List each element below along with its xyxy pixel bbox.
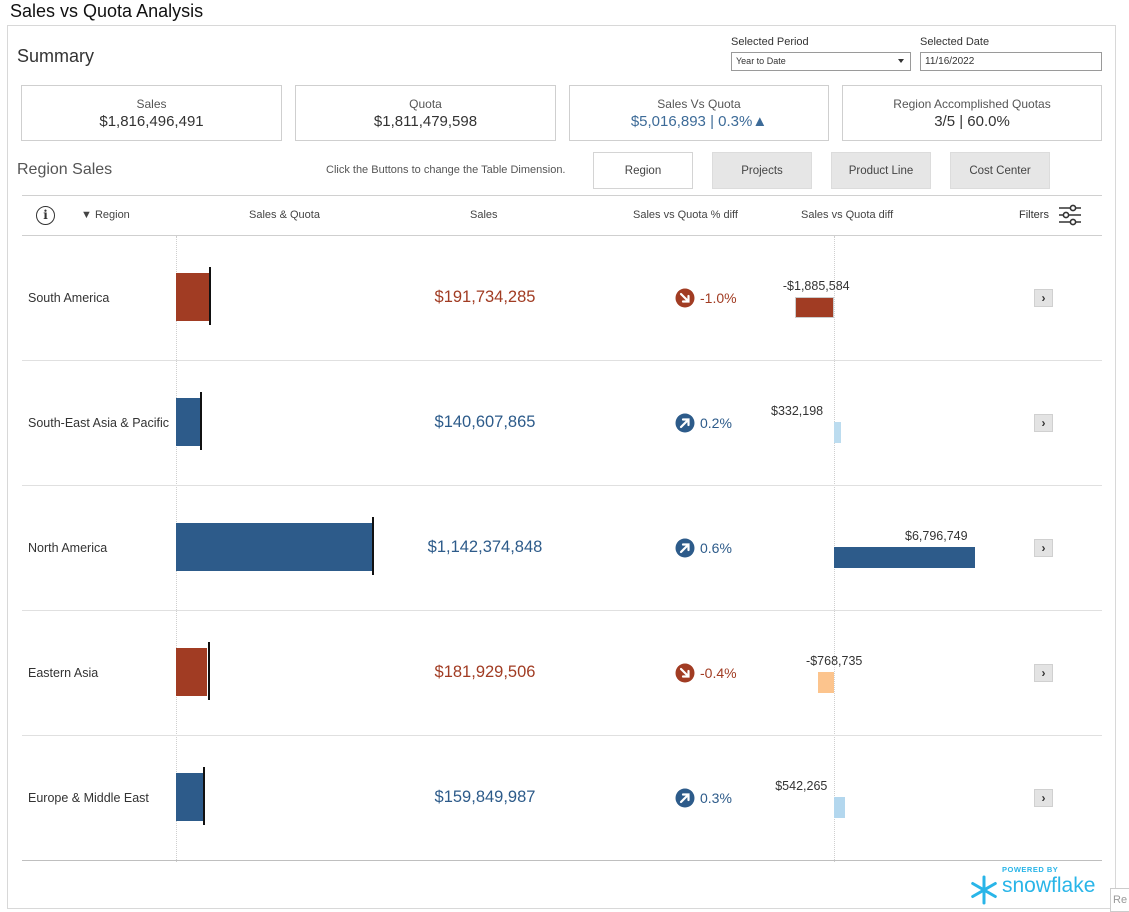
kpi-sales-value: $1,816,496,491 [99,113,204,130]
chevron-right-icon[interactable]: › [1034,414,1053,432]
sales-value: $191,734,285 [434,288,536,306]
chevron-right-icon[interactable]: › [1034,664,1053,682]
sales-bar [176,273,210,321]
trend-down-icon [675,288,695,308]
diff-value: -$1,885,584 [782,279,850,293]
product-line-button[interactable]: Product Line [831,152,931,189]
info-icon[interactable]: i [36,206,55,225]
app-title: Sales vs Quota Analysis [10,1,204,21]
diff-value: $6,796,749 [905,529,968,543]
trend-up-icon [675,538,695,558]
sales-bar [176,523,373,571]
diff-bar [834,547,975,568]
kpi-sales-vs-quota-value: $5,016,893 | 0.3%▲ [630,113,768,130]
kpi-sales-vs-quota-label: Sales Vs Quota [657,97,741,111]
sales-value: $159,849,987 [434,788,536,806]
selected-period-select[interactable]: Year to Date [731,52,911,71]
header-sales: Sales [470,209,498,221]
table-row[interactable]: Eastern Asia $181,929,506 -0.4% -$768,735 › [22,611,1102,736]
diff-bar [794,297,834,318]
diff-bar [834,797,846,818]
dimension-hint: Click the Buttons to change the Table Di… [326,164,566,176]
trend-down-icon [675,663,695,683]
region-name: North America [28,541,108,555]
diff-value: -$768,735 [806,654,863,668]
kpi-sales-label: Sales [136,97,167,111]
chevron-down-icon [898,59,904,63]
sales-bar [176,398,201,446]
pct-diff-value: 0.3% [700,790,732,806]
filters-label[interactable]: Filters [1019,209,1049,221]
pct-diff-value: 0.2% [700,415,732,431]
table-body: South America $191,734,285 -1.0% -$1,885,58… [22,236,1102,862]
pct-diff-value: -1.0% [700,290,737,306]
kpi-sales-vs-quota: Sales Vs Quota $5,016,893 | 0.3%▲ [569,85,829,141]
projects-button[interactable]: Projects [712,152,812,189]
selected-period-label: Selected Period [731,36,809,48]
kpi-region-accomplished-label: Region Accomplished Quotas [893,97,1051,111]
sales-value: $181,929,506 [434,663,536,681]
region-sales-title: Region Sales [17,161,113,178]
chevron-right-icon[interactable]: › [1034,539,1053,557]
table-row[interactable]: South-East Asia & Pacific $140,607,865 0.2… [22,361,1102,486]
sales-value: $1,142,374,848 [427,538,543,556]
quota-marker [209,267,212,325]
header-sales-quota: Sales & Quota [249,209,320,221]
sales-bar [176,773,204,821]
table-header: i ▼ Region Sales & Quota Sales Sales vs … [22,196,1102,236]
kpi-quota-value: $1,811,479,598 [373,113,478,130]
region-button[interactable]: Region [593,152,693,189]
dashboard-container [7,25,1116,909]
kpi-sales: Sales $1,816,496,491 [21,85,282,141]
quota-marker [371,517,374,575]
quota-marker [203,767,206,825]
corner-tab[interactable]: Re [1110,888,1129,912]
kpi-region-accomplished: Region Accomplished Quotas 3/5 | 60.0% [842,85,1102,141]
selected-date-input[interactable]: 11/16/2022 [920,52,1102,71]
table-row[interactable]: South America $191,734,285 -1.0% -$1,885,58… [22,236,1102,361]
pct-diff-value: 0.6% [700,540,732,556]
powered-by-label: POWERED BY [1002,865,1059,874]
selected-date-label: Selected Date [920,36,990,48]
header-pct-diff: Sales vs Quota % diff [633,209,738,221]
sales-bar [176,648,208,696]
diff-bar [818,672,834,693]
kpi-quota: Quota $1,811,479,598 [295,85,556,141]
diff-value: $332,198 [771,404,824,418]
chevron-right-icon[interactable]: › [1034,789,1053,807]
snowflake-icon [971,875,997,905]
region-name: South-East Asia & Pacific [28,416,170,430]
snowflake-logo: POWERED BY snowflake [969,865,1099,907]
pct-diff-value: -0.4% [700,665,737,681]
table-row[interactable]: Europe & Middle East $159,849,987 0.3% $542… [22,736,1102,861]
kpi-quota-label: Quota [409,97,442,111]
chevron-right-icon[interactable]: › [1034,289,1053,307]
region-name: South America [28,291,110,305]
filters-icon[interactable] [1058,204,1082,226]
trend-up-icon [675,788,695,808]
table-row[interactable]: North America $1,142,374,848 0.6% $6,796,74… [22,486,1102,611]
region-table: i ▼ Region Sales & Quota Sales Sales vs … [22,195,1102,862]
header-region[interactable]: ▼ Region [81,209,130,221]
trend-up-icon [675,413,695,433]
diff-bar [834,422,841,443]
region-name: Eastern Asia [28,666,99,680]
region-name: Europe & Middle East [28,791,149,805]
quota-marker [207,642,210,700]
kpi-region-accomplished-value: 3/5 | 60.0% [934,113,1010,130]
selected-period-value: Year to Date [736,56,786,66]
quota-marker [200,392,203,450]
summary-title: Summary [17,46,95,66]
header-diff: Sales vs Quota diff [801,209,894,221]
diff-value: $542,265 [775,779,828,793]
sales-value: $140,607,865 [434,413,536,431]
brand-name: snowflake [1002,874,1096,897]
cost-center-button[interactable]: Cost Center [950,152,1050,189]
